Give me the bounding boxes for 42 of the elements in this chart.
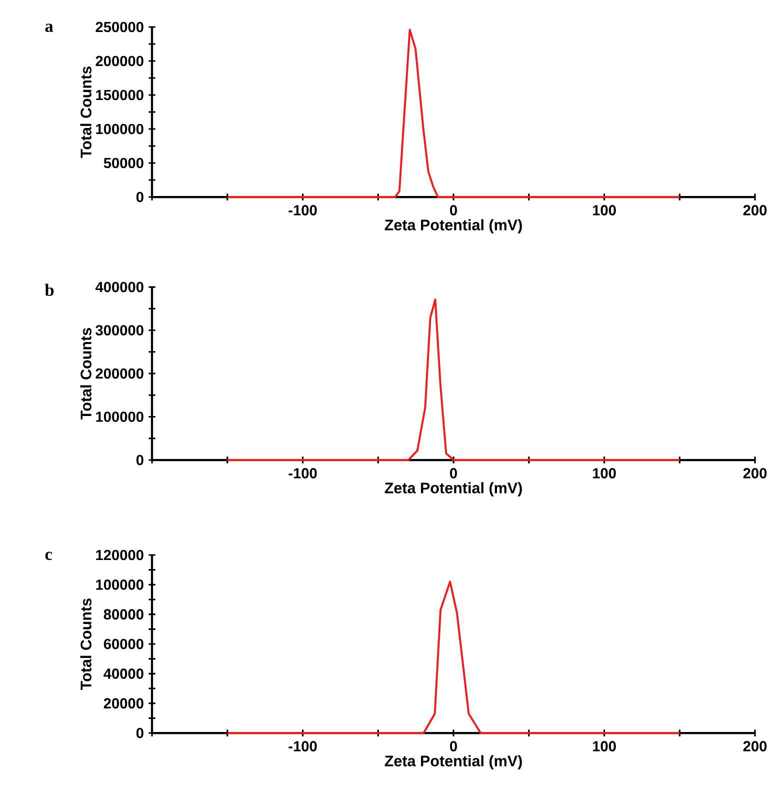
line-series (226, 28, 681, 198)
y-axis-title: Total Counts (80, 598, 92, 690)
y-tick-label: 200000 (96, 56, 144, 66)
line-series (226, 298, 681, 462)
y-tick-label: 40000 (104, 668, 144, 679)
y-tick-label: 60000 (104, 638, 144, 650)
x-tick-label: 100 (592, 468, 616, 478)
x-tick-label: 100 (592, 205, 616, 216)
y-tick-label: 100000 (96, 580, 144, 590)
x-tick-label: 200 (743, 741, 767, 752)
line-series (226, 580, 681, 734)
x-tick-label: -100 (288, 205, 317, 216)
y-tick-label: 400000 (95, 282, 144, 292)
y-axis-title: Total Counts (80, 328, 92, 420)
chart-title: b (44, 284, 54, 296)
x-tick-label: -100 (288, 468, 317, 478)
y-tick-label: 0 (136, 192, 144, 202)
x-tick-label: 0 (450, 205, 457, 216)
x-tick-label: -100 (288, 741, 317, 752)
y-tick-label: 20000 (104, 698, 144, 709)
x-axis-title: Zeta Potential (mV) (384, 482, 522, 496)
x-tick-label: 100 (592, 741, 616, 752)
y-tick-label: 80000 (104, 609, 144, 620)
y-tick-label: 100000 (96, 124, 144, 134)
x-axis-title: Zeta Potential (mV) (384, 755, 522, 770)
y-tick-label: 250000 (96, 22, 144, 32)
x-axis-title: Zeta Potential (mV) (384, 219, 522, 234)
x-tick-label: 200 (743, 468, 767, 478)
y-tick-label: 120000 (96, 550, 144, 560)
x-tick-label: 0 (450, 468, 457, 478)
y-tick-label: 0 (136, 454, 144, 466)
y-tick-label: 150000 (96, 90, 144, 100)
y-tick-label: 0 (136, 728, 144, 738)
y-tick-label: 300000 (96, 325, 144, 336)
y-tick-label: 50000 (104, 158, 144, 168)
x-tick-label: 200 (743, 205, 767, 216)
x-tick-label: 0 (450, 741, 457, 752)
chart-title: a (45, 24, 54, 32)
y-tick-label: 200000 (96, 368, 144, 379)
chart-title: c (45, 552, 52, 560)
y-axis-title: Total Counts (80, 66, 92, 158)
y-tick-label: 100000 (96, 412, 144, 422)
